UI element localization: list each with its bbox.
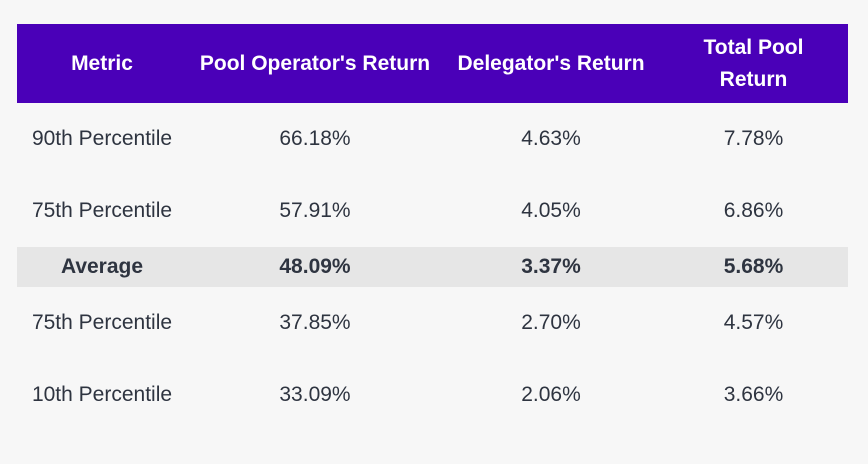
total-return-cell: 7.78% <box>723 127 784 150</box>
table-header: Metric Pool Operator's Return Delegator'… <box>17 24 848 103</box>
operator-return-cell: 66.18% <box>279 127 351 150</box>
operator-return-cell: 48.09% <box>279 255 351 278</box>
table-row: 10th Percentile 33.09% 2.06% 3.66% <box>17 359 848 431</box>
header-delegator-return: Delegator's Return <box>457 51 645 75</box>
total-return-cell: 3.66% <box>723 383 784 406</box>
delegator-return-cell: 4.05% <box>521 199 581 222</box>
header-metric: Metric <box>71 51 133 75</box>
header-row: Metric Pool Operator's Return Delegator'… <box>17 24 848 103</box>
delegator-return-cell: 2.06% <box>521 383 581 406</box>
table-row: 90th Percentile 66.18% 4.63% 7.78% <box>17 103 848 175</box>
delegator-return-cell: 3.37% <box>521 255 581 278</box>
delegator-return-cell: 2.70% <box>521 311 581 334</box>
returns-table-container: Metric Pool Operator's Return Delegator'… <box>17 24 848 431</box>
metric-cell: Average <box>60 255 144 278</box>
table-row-average: Average 48.09% 3.37% 5.68% <box>17 247 848 287</box>
operator-return-cell: 33.09% <box>279 383 351 406</box>
table-body: 90th Percentile 66.18% 4.63% 7.78% 75th … <box>17 103 848 431</box>
delegator-return-cell: 4.63% <box>521 127 581 150</box>
table-row: 75th Percentile 57.91% 4.05% 6.86% <box>17 175 848 247</box>
metric-cell: 90th Percentile <box>31 127 173 150</box>
metric-cell: 75th Percentile <box>31 311 173 334</box>
operator-return-cell: 37.85% <box>279 311 351 334</box>
total-return-cell: 5.68% <box>723 255 784 278</box>
total-return-cell: 4.57% <box>723 311 784 334</box>
metric-cell: 10th Percentile <box>31 383 173 406</box>
header-pool-operator-return: Pool Operator's Return <box>199 51 431 75</box>
table-row: 75th Percentile 37.85% 2.70% 4.57% <box>17 287 848 359</box>
total-return-cell: 6.86% <box>723 199 784 222</box>
returns-table: Metric Pool Operator's Return Delegator'… <box>17 24 848 431</box>
metric-cell: 75th Percentile <box>31 199 173 222</box>
operator-return-cell: 57.91% <box>279 199 351 222</box>
header-total-pool-return: Total Pool Return <box>703 35 804 91</box>
